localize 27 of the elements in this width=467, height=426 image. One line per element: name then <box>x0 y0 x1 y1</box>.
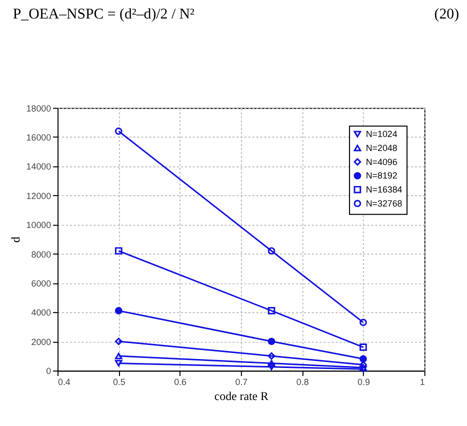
y-tick-label: 16000 <box>26 132 52 142</box>
x-tick-label: 0.5 <box>112 376 126 387</box>
y-tick-label: 4000 <box>31 308 52 318</box>
legend-label: N=1024 <box>366 129 398 140</box>
x-axis-title: code rate R <box>214 388 269 403</box>
y-tick-label: 18000 <box>26 103 52 114</box>
x-tick-label: 0.8 <box>296 376 309 387</box>
x-tick-label: 0.6 <box>174 376 187 387</box>
x-tick-label: 0.7 <box>235 376 248 387</box>
legend-label: N=16384 <box>366 184 402 195</box>
x-tick-label: 0.9 <box>358 376 370 387</box>
y-tick-label: 12000 <box>26 190 52 201</box>
x-tick-label: 0.4 <box>58 376 70 387</box>
legend-label: N=32768 <box>366 198 402 208</box>
legend-label: N=8192 <box>366 170 398 181</box>
legend-label: N=2048 <box>366 142 398 153</box>
y-tick-label: 10000 <box>26 220 52 230</box>
x-tick-label: 1 <box>420 376 425 387</box>
y-axis-title: d <box>8 236 22 243</box>
y-tick-label: 8000 <box>31 249 52 260</box>
y-tick-label: 6000 <box>31 278 52 288</box>
legend-label: N=4096 <box>366 156 398 167</box>
y-tick-label: 14000 <box>26 162 52 172</box>
y-tick-label: 0 <box>46 366 52 376</box>
y-tick-label: 2000 <box>31 336 52 347</box>
text: P_OEA–NSPC = (d²–d)/2 / N² <box>12 6 196 23</box>
text: (20) <box>434 6 460 23</box>
